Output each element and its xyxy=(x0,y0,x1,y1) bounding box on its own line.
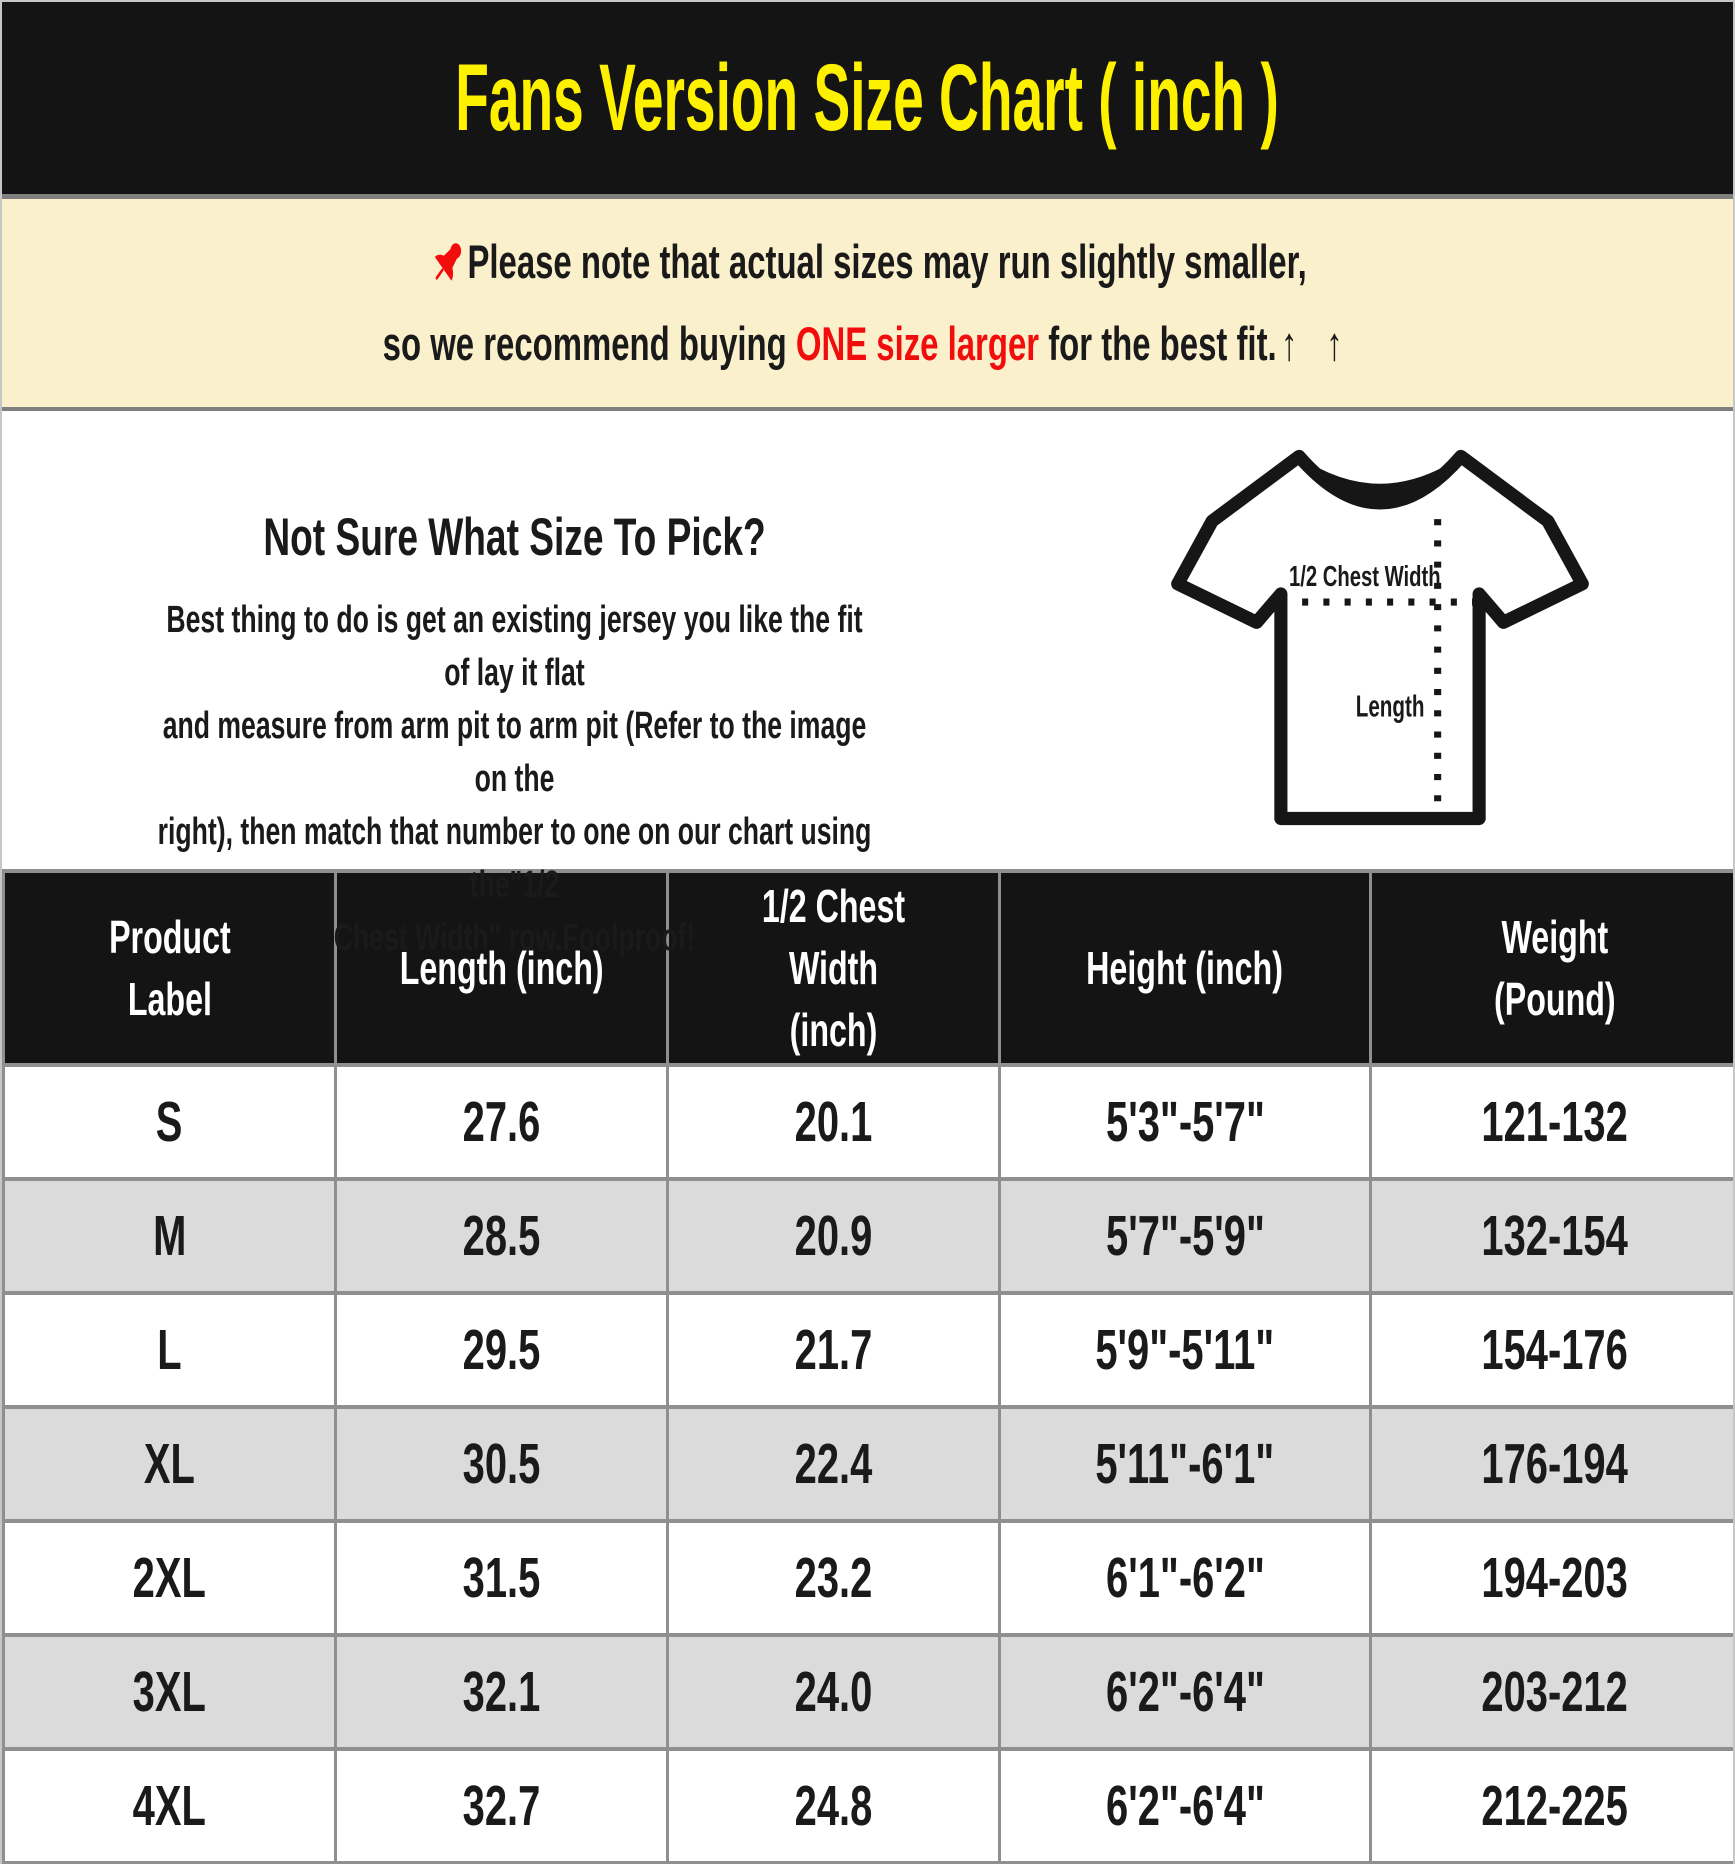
guide-heading: Not Sure What Size To Pick? xyxy=(263,508,766,567)
cell-size-label: M xyxy=(2,1177,337,1295)
table-row-l: L 29.5 21.7 5'9"-5'11" 154-176 xyxy=(2,1291,1733,1409)
cell-length: 32.1 xyxy=(334,1633,669,1751)
chest-width-label: 1/2 Chest Width xyxy=(1289,559,1441,591)
cell-length: 28.5 xyxy=(334,1177,669,1295)
size-table: Product Label Length (inch) 1/2 Chest Wi… xyxy=(2,869,1733,1864)
table-row-xl: XL 30.5 22.4 5'11"-6'1" 176-194 xyxy=(2,1405,1733,1523)
notice-line-1: Please note that actual sizes may run sl… xyxy=(262,221,1474,303)
cell-height: 5'11"-6'1" xyxy=(998,1405,1372,1523)
cell-length: 32.7 xyxy=(334,1747,669,1864)
cell-chest: 20.9 xyxy=(666,1177,1001,1295)
table-row-4xl: 4XL 32.7 24.8 6'2"-6'4" 212-225 xyxy=(2,1747,1733,1864)
cell-height: 5'9"-5'11" xyxy=(998,1291,1372,1409)
cell-weight: 154-176 xyxy=(1369,1291,1733,1409)
cell-height: 5'7"-5'9" xyxy=(998,1177,1372,1295)
divider xyxy=(2,194,1733,199)
title-bar: Fans Version Size Chart ( inch ) xyxy=(2,2,1733,194)
guide-instructions: Best thing to do is get an existing jers… xyxy=(157,599,872,959)
cell-size-label: 2XL xyxy=(2,1519,337,1637)
page-title: Fans Version Size Chart ( inch ) xyxy=(455,44,1280,151)
cell-length: 27.6 xyxy=(334,1063,669,1181)
cell-chest: 23.2 xyxy=(666,1519,1001,1637)
cell-chest: 20.1 xyxy=(666,1063,1001,1181)
cell-height: 6'2"-6'4" xyxy=(998,1747,1372,1864)
tshirt-measure-icon: 1/2 Chest Width Length xyxy=(1171,449,1589,825)
table-row-2xl: 2XL 31.5 23.2 6'1"-6'2" 194-203 xyxy=(2,1519,1733,1637)
notice-text-3: for the best fit. xyxy=(1039,317,1277,370)
cell-weight: 203-212 xyxy=(1369,1633,1733,1751)
notice-text-1: Please note that actual sizes may run sl… xyxy=(467,235,1307,288)
cell-size-label: S xyxy=(2,1063,337,1181)
table-row-3xl: 3XL 32.1 24.0 6'2"-6'4" 203-212 xyxy=(2,1633,1733,1751)
cell-length: 30.5 xyxy=(334,1405,669,1523)
cell-height: 6'2"-6'4" xyxy=(998,1633,1372,1751)
cell-weight: 132-154 xyxy=(1369,1177,1733,1295)
col-header-length: Length (inch) xyxy=(334,869,669,1067)
cell-size-label: 3XL xyxy=(2,1633,337,1751)
size-table-header: Product Label Length (inch) 1/2 Chest Wi… xyxy=(2,869,1733,1067)
notice-banner: Please note that actual sizes may run sl… xyxy=(2,199,1733,407)
cell-chest: 24.8 xyxy=(666,1747,1001,1864)
cell-size-label: 4XL xyxy=(2,1747,337,1864)
length-label: Length xyxy=(1356,690,1425,723)
cell-height: 5'3"-5'7" xyxy=(998,1063,1372,1181)
pushpin-icon xyxy=(434,243,462,281)
cell-weight: 212-225 xyxy=(1369,1747,1733,1864)
col-header-weight: Weight (Pound) xyxy=(1369,869,1733,1067)
tshirt-diagram: 1/2 Chest Width Length xyxy=(1027,411,1733,869)
table-row-m: M 28.5 20.9 5'7"-5'9" 132-154 xyxy=(2,1177,1733,1295)
cell-length: 29.5 xyxy=(334,1291,669,1409)
col-header-height: Height (inch) xyxy=(998,869,1372,1067)
notice-line-2: so we recommend buying ONE size larger f… xyxy=(262,303,1474,385)
cell-weight: 176-194 xyxy=(1369,1405,1733,1523)
notice-text-2: so we recommend buying xyxy=(382,317,796,370)
cell-size-label: L xyxy=(2,1291,337,1409)
table-row-s: S 27.6 20.1 5'3"-5'7" 121-132 xyxy=(2,1063,1733,1181)
cell-chest: 21.7 xyxy=(666,1291,1001,1409)
cell-weight: 121-132 xyxy=(1369,1063,1733,1181)
cell-chest: 22.4 xyxy=(666,1405,1001,1523)
up-arrows-icon: ↑ ↑ xyxy=(1280,317,1353,370)
sizing-guide-text: Not Sure What Size To Pick? Best thing t… xyxy=(2,411,1027,959)
cell-size-label: XL xyxy=(2,1405,337,1523)
cell-height: 6'1"-6'2" xyxy=(998,1519,1372,1637)
header-row: Product Label Length (inch) 1/2 Chest Wi… xyxy=(2,869,1733,1067)
cell-length: 31.5 xyxy=(334,1519,669,1637)
col-header-chest-width: 1/2 Chest Width (inch) xyxy=(666,869,1001,1067)
sizing-guide-section: Not Sure What Size To Pick? Best thing t… xyxy=(2,411,1733,959)
notice-highlight: ONE size larger xyxy=(795,317,1040,370)
col-header-product-label: Product Label xyxy=(2,869,337,1067)
cell-chest: 24.0 xyxy=(666,1633,1001,1751)
cell-weight: 194-203 xyxy=(1369,1519,1733,1637)
divider xyxy=(2,407,1733,411)
